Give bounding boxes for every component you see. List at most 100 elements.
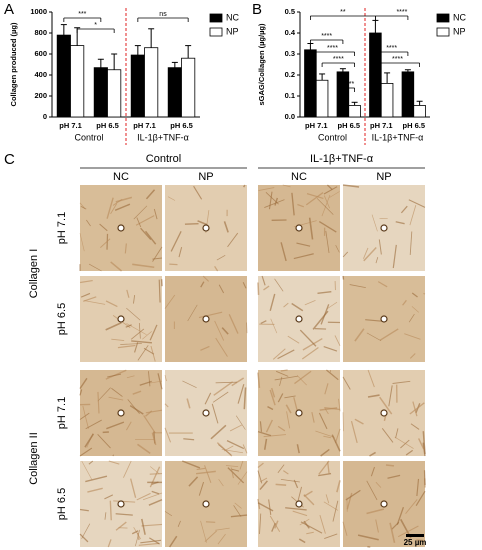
sig-label: *** — [78, 11, 86, 18]
y-tick-label: 0.5 — [285, 7, 295, 16]
fiber — [320, 304, 330, 325]
fiber — [357, 534, 379, 541]
fiber — [412, 401, 418, 417]
panel-label: C — [4, 151, 15, 168]
fiber — [318, 412, 328, 430]
fiber — [304, 300, 316, 306]
fiber — [346, 492, 353, 510]
fiber — [200, 345, 210, 351]
fiber — [136, 532, 140, 541]
bar — [304, 49, 317, 118]
y-tick-label: 0 — [43, 112, 47, 121]
fiber — [148, 498, 163, 506]
fiber — [257, 431, 272, 437]
fiber — [259, 421, 263, 432]
fiber — [385, 464, 395, 467]
fiber — [148, 371, 151, 387]
fiber — [133, 294, 136, 304]
cell — [295, 315, 303, 323]
fiber — [296, 375, 307, 386]
sig-label: **** — [396, 9, 407, 16]
fiber — [79, 412, 90, 420]
micrograph — [164, 275, 248, 362]
cell — [295, 409, 303, 417]
fiber — [331, 434, 341, 452]
x-tick-label: pH 6.5 — [170, 121, 193, 130]
error-bar — [97, 58, 104, 68]
y-tick-label: 600 — [34, 49, 47, 58]
cell — [117, 500, 125, 508]
y-tick-label: 0.1 — [285, 91, 295, 100]
fiber — [211, 403, 219, 424]
fiber — [320, 448, 330, 457]
fiber — [416, 478, 420, 497]
error-bar — [372, 19, 379, 33]
fiber — [326, 301, 338, 310]
fiber — [114, 203, 131, 212]
column-header: NP — [376, 171, 391, 183]
fiber — [354, 328, 365, 342]
fiber — [231, 377, 245, 387]
cell — [295, 224, 303, 232]
y-tick-label: 200 — [34, 91, 47, 100]
fiber — [204, 465, 212, 483]
error-bar — [384, 72, 391, 84]
fiber — [129, 478, 137, 498]
cell — [202, 315, 210, 323]
error-bar — [111, 53, 118, 70]
fiber — [124, 243, 127, 254]
y-tick-label: 0.4 — [285, 28, 296, 37]
fiber — [291, 302, 304, 312]
fiber — [216, 442, 233, 457]
fiber — [110, 261, 123, 272]
fiber — [257, 282, 260, 295]
micrograph — [164, 370, 248, 457]
bar — [315, 79, 329, 118]
legend-label: NP — [453, 26, 466, 36]
fiber — [388, 385, 393, 407]
fiber — [136, 217, 142, 228]
bar — [56, 34, 71, 118]
fiber — [108, 460, 120, 465]
fiber — [270, 318, 278, 334]
fiber — [400, 205, 408, 214]
fiber — [274, 520, 279, 529]
fiber — [117, 344, 136, 349]
micrograph — [257, 460, 341, 547]
bar — [107, 69, 122, 118]
fiber — [318, 472, 332, 477]
fiber — [125, 324, 132, 328]
x-tick-label: pH 6.5 — [402, 121, 425, 130]
fiber — [215, 381, 238, 384]
fiber — [375, 481, 382, 488]
fiber — [342, 376, 351, 390]
fiber — [409, 231, 413, 255]
fiber — [371, 214, 378, 232]
fiber — [416, 539, 426, 542]
error-bar — [134, 45, 141, 56]
fiber — [79, 447, 93, 457]
x-tick-label: pH 6.5 — [96, 121, 119, 130]
fiber — [298, 538, 306, 544]
fiber — [111, 387, 123, 397]
fiber — [136, 492, 151, 501]
fiber — [79, 508, 89, 512]
fiber — [321, 194, 331, 217]
fiber — [375, 519, 379, 533]
fiber — [410, 423, 420, 430]
fiber — [297, 203, 305, 208]
fiber — [277, 393, 284, 403]
fiber — [97, 391, 100, 414]
fiber — [197, 220, 208, 226]
fiber — [164, 403, 169, 408]
fiber — [135, 529, 140, 547]
fiber — [324, 383, 329, 395]
micrograph — [257, 275, 341, 362]
fiber — [395, 221, 405, 225]
fiber — [150, 380, 163, 384]
fiber — [405, 499, 418, 514]
fiber — [303, 490, 313, 497]
fiber — [151, 490, 160, 495]
fiber — [423, 470, 426, 486]
fiber — [164, 294, 176, 309]
